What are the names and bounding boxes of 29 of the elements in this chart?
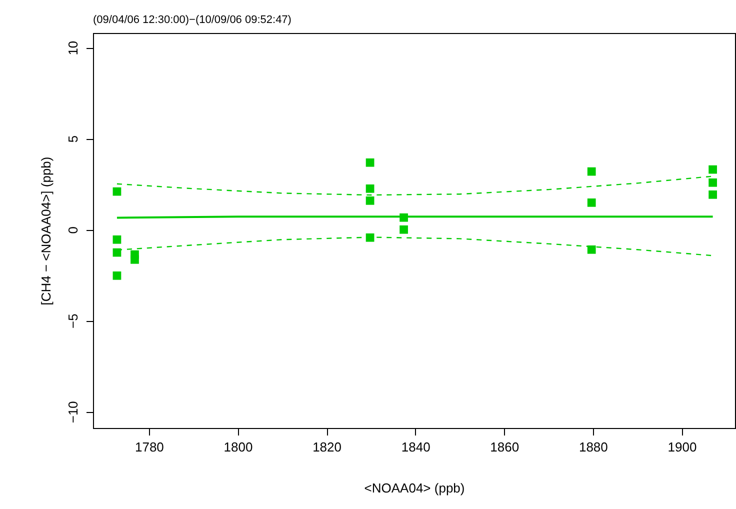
point <box>366 184 374 193</box>
point <box>587 198 596 207</box>
point <box>708 178 717 187</box>
y-tick-label: 10 <box>66 40 80 56</box>
point <box>708 165 717 174</box>
point <box>112 235 122 244</box>
x-tick-label: 1820 <box>312 440 342 454</box>
point <box>130 255 139 264</box>
point <box>708 190 717 199</box>
x-tick-label: 1900 <box>668 440 697 454</box>
y-axis-title: [CH4 − <NOAA04>] (ppb) <box>38 156 54 306</box>
point <box>366 158 374 167</box>
x-tick-label: 1880 <box>578 440 608 454</box>
point <box>366 196 374 205</box>
chart-title: (09/04/06 12:30:00)−(10/09/06 09:52:47) <box>93 14 292 26</box>
y-tick-label: −5 <box>66 314 80 329</box>
x-tick-label: 1800 <box>224 440 253 454</box>
x-axis-title: <NOAA04> (ppb) <box>364 480 465 496</box>
y-tick-label: 0 <box>66 226 80 234</box>
y-tick-label: −10 <box>66 401 80 424</box>
x-tick-label: 1860 <box>490 440 520 454</box>
x-tick-label: 1840 <box>401 440 430 454</box>
y-tick-label: 5 <box>66 135 80 143</box>
x-tick-label: 1780 <box>134 440 164 454</box>
point <box>587 167 596 176</box>
point <box>112 187 122 196</box>
point <box>112 271 122 280</box>
point <box>400 225 408 234</box>
point <box>587 245 596 254</box>
